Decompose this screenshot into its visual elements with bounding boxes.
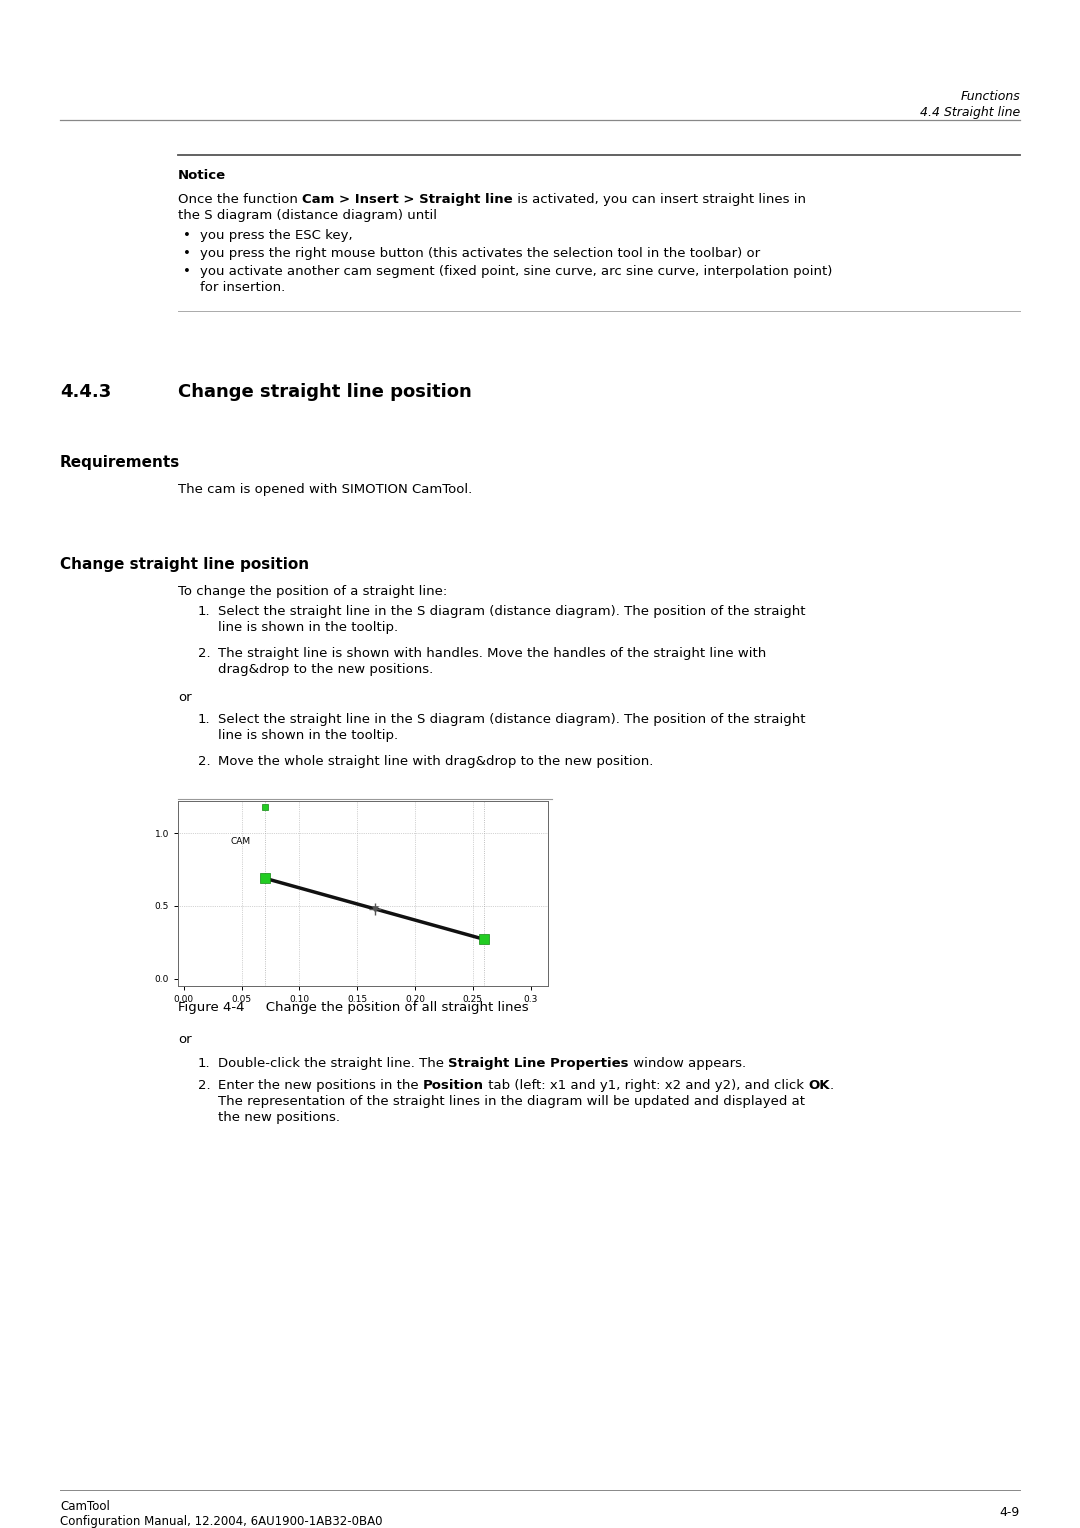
Text: Position: Position — [423, 1079, 484, 1093]
Text: •: • — [183, 248, 191, 260]
Text: 1.: 1. — [198, 714, 211, 726]
Text: Change straight line position: Change straight line position — [178, 384, 472, 400]
Text: window appears.: window appears. — [629, 1057, 746, 1070]
Text: 4.4 Straight line: 4.4 Straight line — [920, 105, 1020, 119]
Text: 1.: 1. — [198, 605, 211, 617]
Text: The straight line is shown with handles. Move the handles of the straight line w: The straight line is shown with handles.… — [218, 646, 766, 660]
Text: tab (left: x1 and y1, right: x2 and y2), and click: tab (left: x1 and y1, right: x2 and y2),… — [484, 1079, 808, 1093]
Text: CamTool: CamTool — [60, 1500, 110, 1513]
Text: Configuration Manual, 12.2004, 6AU1900-1AB32-0BA0: Configuration Manual, 12.2004, 6AU1900-1… — [60, 1514, 382, 1528]
Text: Figure 4-4     Change the position of all straight lines: Figure 4-4 Change the position of all st… — [178, 1001, 528, 1015]
Text: Double-click the straight line. The: Double-click the straight line. The — [218, 1057, 448, 1070]
Text: 2.: 2. — [198, 646, 211, 660]
Text: or: or — [178, 1033, 191, 1047]
Text: or: or — [178, 691, 191, 704]
Text: CAM: CAM — [230, 837, 251, 847]
Text: tab (left: x1 and y1, right: x2 and y2), and click: tab (left: x1 and y1, right: x2 and y2),… — [484, 1079, 808, 1093]
Text: Select the straight line in the S diagram (distance diagram). The position of th: Select the straight line in the S diagra… — [218, 714, 806, 726]
Text: Cam > Insert > Straight line: Cam > Insert > Straight line — [302, 193, 513, 206]
Text: OK: OK — [808, 1079, 829, 1093]
Text: for insertion.: for insertion. — [200, 281, 285, 293]
Text: Functions: Functions — [960, 90, 1020, 102]
Text: The representation of the straight lines in the diagram will be updated and disp: The representation of the straight lines… — [218, 1096, 805, 1108]
Text: Once the function: Once the function — [178, 193, 302, 206]
Text: .: . — [829, 1079, 834, 1093]
Text: Straight Line Properties: Straight Line Properties — [448, 1057, 629, 1070]
Text: Double-click the straight line. The: Double-click the straight line. The — [218, 1057, 448, 1070]
Text: line is shown in the tooltip.: line is shown in the tooltip. — [218, 729, 399, 743]
Text: 4-9: 4-9 — [1000, 1507, 1020, 1519]
Text: To change the position of a straight line:: To change the position of a straight lin… — [178, 585, 447, 597]
Text: The cam is opened with SIMOTION CamTool.: The cam is opened with SIMOTION CamTool. — [178, 483, 472, 497]
Text: Once the function: Once the function — [178, 193, 302, 206]
Text: Enter the new positions in the: Enter the new positions in the — [218, 1079, 423, 1093]
Text: 4.4.3: 4.4.3 — [60, 384, 111, 400]
Text: •: • — [183, 229, 191, 241]
Text: 1.: 1. — [198, 1057, 211, 1070]
Text: is activated, you can insert straight lines in: is activated, you can insert straight li… — [513, 193, 806, 206]
Text: Enter the new positions in the: Enter the new positions in the — [218, 1079, 423, 1093]
Text: 2.: 2. — [198, 755, 211, 769]
Text: Cam > Insert > Straight line: Cam > Insert > Straight line — [302, 193, 513, 206]
Text: the new positions.: the new positions. — [218, 1111, 340, 1125]
Text: you press the right mouse button (this activates the selection tool in the toolb: you press the right mouse button (this a… — [200, 248, 760, 260]
Text: OK: OK — [808, 1079, 829, 1093]
Text: .: . — [829, 1079, 834, 1093]
Text: •: • — [183, 264, 191, 278]
Text: drag&drop to the new positions.: drag&drop to the new positions. — [218, 663, 433, 675]
Text: Change straight line position: Change straight line position — [60, 558, 309, 571]
Text: Straight Line Properties: Straight Line Properties — [448, 1057, 629, 1070]
Text: Notice: Notice — [178, 170, 226, 182]
Text: the S diagram (distance diagram) until: the S diagram (distance diagram) until — [178, 209, 437, 222]
Text: Move the whole straight line with drag&drop to the new position.: Move the whole straight line with drag&d… — [218, 755, 653, 769]
Text: you press the ESC key,: you press the ESC key, — [200, 229, 353, 241]
Text: Requirements: Requirements — [60, 455, 180, 471]
Text: Position: Position — [423, 1079, 484, 1093]
Text: window appears.: window appears. — [629, 1057, 746, 1070]
Text: you activate another cam segment (fixed point, sine curve, arc sine curve, inter: you activate another cam segment (fixed … — [200, 264, 833, 278]
Text: 2.: 2. — [198, 1079, 211, 1093]
Text: line is shown in the tooltip.: line is shown in the tooltip. — [218, 620, 399, 634]
Text: is activated, you can insert straight lines in: is activated, you can insert straight li… — [513, 193, 806, 206]
Text: Select the straight line in the S diagram (distance diagram). The position of th: Select the straight line in the S diagra… — [218, 605, 806, 617]
